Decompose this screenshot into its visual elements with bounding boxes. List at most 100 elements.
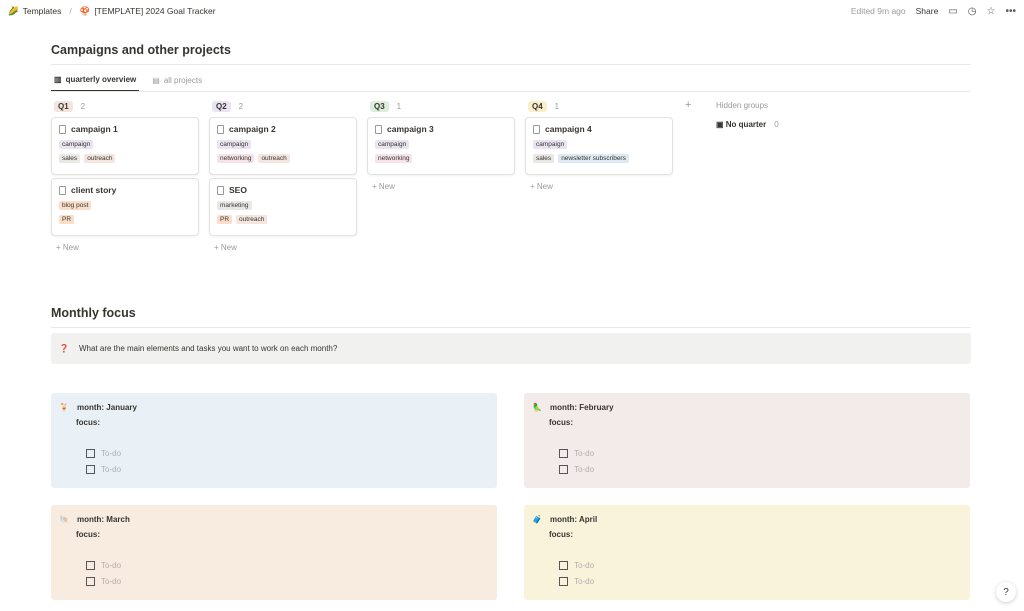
category-tags: networking outreach <box>217 154 349 163</box>
tab-all-projects[interactable]: ▤ all projects <box>149 73 205 92</box>
more-icon[interactable]: ••• <box>1005 5 1016 17</box>
add-group-icon[interactable]: + <box>685 99 692 111</box>
month-label[interactable]: month: January <box>76 403 137 412</box>
category-tags: PR outreach <box>217 215 349 224</box>
tag: networking <box>217 154 255 163</box>
checkbox[interactable] <box>86 560 95 570</box>
month-icon: 🧳 <box>532 515 542 524</box>
month-icon: 🦜 <box>532 403 542 412</box>
history-icon[interactable]: ◷ <box>967 5 977 17</box>
top-bar: 🌽 Templates / 🍄 [TEMPLATE] 2024 Goal Tra… <box>0 0 1024 22</box>
checkbox[interactable] <box>86 448 95 458</box>
plus-icon: + <box>530 182 537 191</box>
monthly-heading: Monthly focus <box>51 306 136 320</box>
todo-text[interactable]: To-do <box>574 576 595 586</box>
todo-text[interactable]: To-do <box>101 448 122 458</box>
breadcrumb-page[interactable]: [TEMPLATE] 2024 Goal Tracker <box>94 6 216 16</box>
month-label[interactable]: month: March <box>76 515 130 524</box>
type-tags: campaign <box>217 140 349 149</box>
tag: outreach <box>258 154 290 163</box>
group-label: Q4 <box>528 100 547 112</box>
group-column: Q3 1 campaign 3 campaign networking + New <box>367 99 515 195</box>
edited-status: Edited 9m ago <box>850 6 906 16</box>
plus-icon: + <box>56 243 63 252</box>
focus-label[interactable]: focus: <box>549 418 573 427</box>
checkbox[interactable] <box>559 448 568 458</box>
todo-item: To-do <box>86 461 489 477</box>
project-card[interactable]: campaign 3 campaign networking <box>367 117 515 175</box>
group-label: Q2 <box>212 100 231 112</box>
todo-item: To-do <box>86 445 489 461</box>
type-tags: campaign <box>375 140 507 149</box>
tag: PR <box>59 215 75 224</box>
tag: outreach <box>236 215 268 224</box>
comment-icon[interactable]: ▭ <box>948 5 958 17</box>
callout-text[interactable]: What are the main elements and tasks you… <box>78 344 338 353</box>
type-tags: campaign <box>59 140 191 149</box>
group-header: Q3 1 <box>367 99 515 113</box>
page-icon <box>217 124 224 134</box>
checkbox[interactable] <box>559 560 568 570</box>
tag: campaign <box>375 140 410 149</box>
tag: campaign <box>59 140 94 149</box>
tag: outreach <box>84 154 116 163</box>
new-card-button[interactable]: + New <box>51 239 199 256</box>
focus-label[interactable]: focus: <box>76 530 100 539</box>
month-label[interactable]: month: April <box>549 515 598 524</box>
new-card-button[interactable]: + New <box>209 239 357 256</box>
todo-text[interactable]: To-do <box>574 464 595 474</box>
checkbox[interactable] <box>86 464 95 474</box>
tab-label: all projects <box>163 76 203 85</box>
star-icon[interactable]: ☆ <box>986 5 996 17</box>
tag: newsletter subscribers <box>558 154 629 163</box>
project-card[interactable]: client story blog post PR <box>51 178 199 236</box>
checkbox[interactable] <box>559 576 568 586</box>
divider <box>51 64 971 65</box>
callout: ❓ What are the main elements and tasks y… <box>51 333 971 364</box>
tag: networking <box>375 154 413 163</box>
group-column: Q4 1 campaign 4 campaign sales newsletter sub… <box>525 99 673 195</box>
tab-quarterly-overview[interactable]: ▥ quarterly overview <box>51 73 140 92</box>
new-label: New <box>536 182 553 191</box>
card-title: SEO <box>229 185 247 195</box>
new-card-button[interactable]: + New <box>525 178 673 195</box>
todo-text[interactable]: To-do <box>101 560 122 570</box>
checkbox[interactable] <box>86 576 95 586</box>
no-quarter-count: 0 <box>774 120 779 129</box>
month-label[interactable]: month: February <box>549 403 614 412</box>
group-count: 2 <box>80 101 86 111</box>
breadcrumb-templates[interactable]: Templates <box>22 6 62 16</box>
todo-text[interactable]: To-do <box>101 464 122 474</box>
todo-text[interactable]: To-do <box>101 576 122 586</box>
inbox-icon: ▣ <box>716 120 726 129</box>
tag: campaign <box>533 140 568 149</box>
project-card[interactable]: campaign 4 campaign sales newsletter subscr… <box>525 117 673 175</box>
no-quarter-group[interactable]: ▣ No quarter 0 <box>716 120 779 129</box>
focus-label[interactable]: focus: <box>76 418 100 427</box>
project-card[interactable]: campaign 2 campaign networking outreach <box>209 117 357 175</box>
todo-item: To-do <box>559 557 962 573</box>
card-title: campaign 2 <box>229 124 276 134</box>
todo-item: To-do <box>559 461 962 477</box>
todo-text[interactable]: To-do <box>574 448 595 458</box>
project-card[interactable]: SEO marketing PR outreach <box>209 178 357 236</box>
help-button[interactable]: ? <box>996 582 1016 602</box>
category-tags: PR <box>59 215 191 224</box>
month-card: 🍹 month: January focus: To-do To-do <box>51 393 497 488</box>
page-icon <box>59 185 66 195</box>
new-card-button[interactable]: + New <box>367 178 515 195</box>
todo-item: To-do <box>86 573 489 589</box>
category-tags: sales newsletter subscribers <box>533 154 665 163</box>
focus-label[interactable]: focus: <box>549 530 573 539</box>
share-button[interactable]: Share <box>915 6 939 16</box>
no-quarter-label: ▣ No quarter <box>716 120 766 129</box>
project-card[interactable]: campaign 1 campaign sales outreach <box>51 117 199 175</box>
month-card: 🧳 month: April focus: To-do To-do <box>524 505 970 600</box>
page-icon <box>59 124 66 134</box>
checkbox[interactable] <box>559 464 568 474</box>
todo-text[interactable]: To-do <box>574 560 595 570</box>
type-tags: marketing <box>217 201 349 210</box>
breadcrumb: 🌽 Templates / 🍄 [TEMPLATE] 2024 Goal Tra… <box>8 6 216 17</box>
card-title: campaign 1 <box>71 124 118 134</box>
divider <box>51 327 971 328</box>
